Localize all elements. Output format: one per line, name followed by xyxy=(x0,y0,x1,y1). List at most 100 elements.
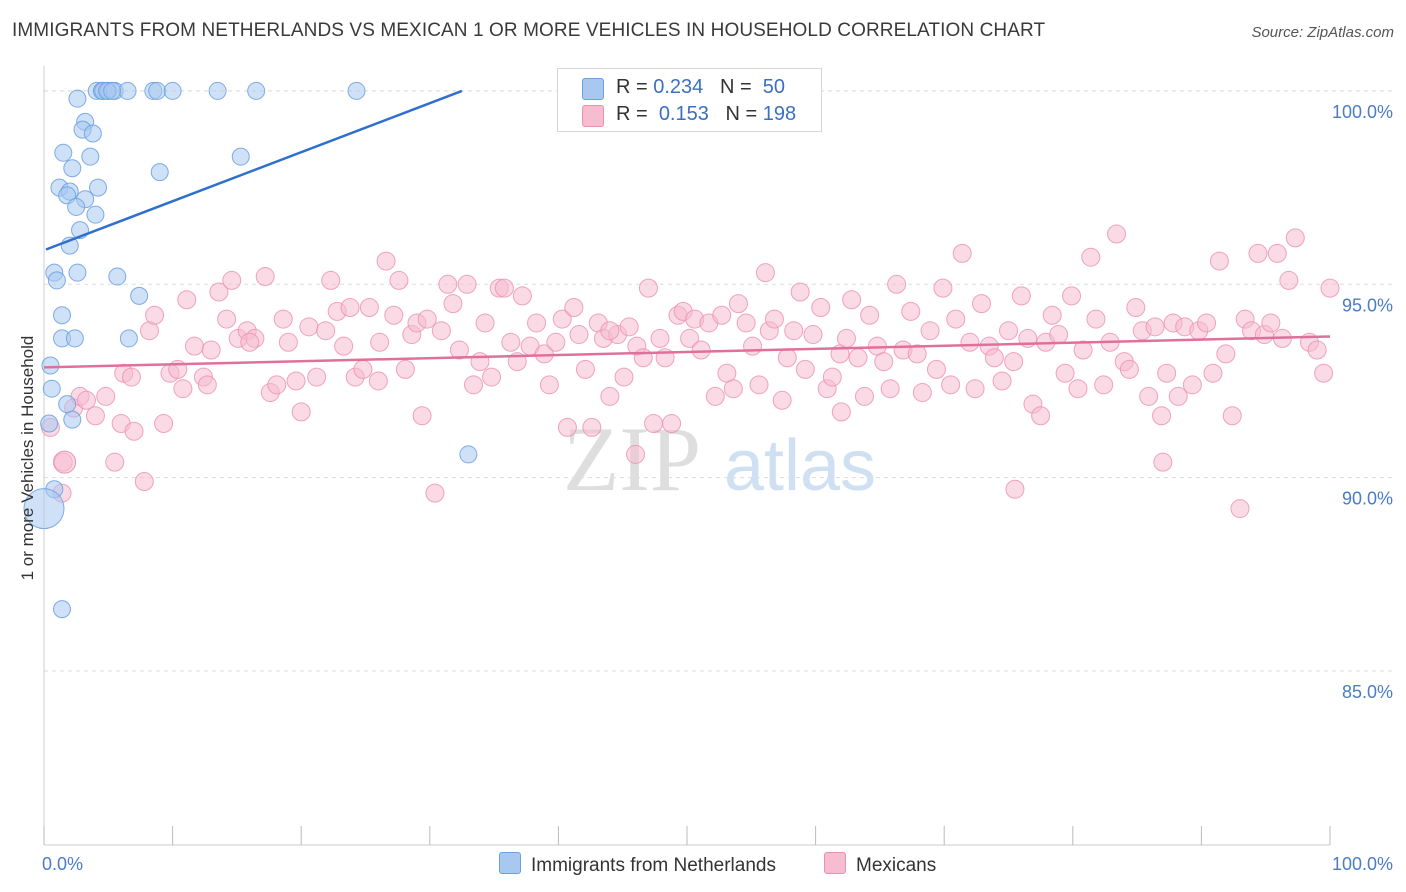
mexicans-point xyxy=(546,332,566,352)
mexicans-point xyxy=(712,305,732,325)
mexicans-point xyxy=(842,290,862,310)
mexicans-point xyxy=(600,321,620,341)
mexicans-point xyxy=(728,294,748,314)
mexicans-point xyxy=(1320,278,1340,298)
mexicans-point xyxy=(177,290,197,310)
mexicans-point xyxy=(431,321,451,341)
mexicans-point xyxy=(267,375,287,395)
mexicans-point xyxy=(691,340,711,360)
mexicans-point xyxy=(743,336,763,356)
mexicans-point xyxy=(564,297,584,317)
source-label: Source: ZipAtlas.com xyxy=(1251,24,1394,41)
mexicans-point xyxy=(772,390,792,410)
mexicans-point xyxy=(1279,270,1299,290)
mexicans-point xyxy=(291,402,311,422)
mexicans-point xyxy=(901,301,921,321)
mexicans-point xyxy=(965,379,985,399)
mexicans-point xyxy=(316,321,336,341)
netherlands-point xyxy=(459,445,478,464)
netherlands-point xyxy=(108,267,127,286)
mexicans-point xyxy=(705,386,725,406)
netherlands-point xyxy=(118,81,137,100)
bottom-legend-label: Mexicans xyxy=(856,855,937,876)
mexicans-point xyxy=(912,383,932,403)
netherlands-point xyxy=(68,263,87,282)
mexicans-point xyxy=(417,309,437,329)
trend-lines xyxy=(43,89,1331,369)
legend-r-value: 0.153 xyxy=(658,103,709,125)
legend-n-value: 50 xyxy=(762,76,786,98)
legend-n-label: N = xyxy=(719,76,752,98)
mexicans-point xyxy=(482,367,502,387)
mexicans-point xyxy=(619,317,639,337)
mexicans-point xyxy=(848,348,868,368)
netherlands-point xyxy=(103,81,122,100)
mexicans-point xyxy=(920,321,940,341)
mexicans-point xyxy=(971,294,991,314)
netherlands-point xyxy=(208,81,227,100)
mexicans-point xyxy=(1261,313,1281,333)
mexicans-point xyxy=(286,371,306,391)
netherlands-point xyxy=(119,329,138,348)
mexicans-point xyxy=(777,348,797,368)
mexicans-point xyxy=(952,243,972,263)
mexicans-point xyxy=(582,417,602,437)
mexicans-point xyxy=(1285,228,1305,248)
mexicans-point xyxy=(1230,499,1250,519)
mexicans-point xyxy=(457,274,477,294)
mexicans-point xyxy=(860,305,880,325)
mexicans-point xyxy=(614,367,634,387)
mexicans-point xyxy=(755,263,775,283)
mexicans-point xyxy=(992,371,1012,391)
netherlands-point xyxy=(54,143,73,162)
legend-n-label: N = xyxy=(725,103,758,125)
mexicans-point xyxy=(907,344,927,364)
mexicans-point xyxy=(278,332,298,352)
mexicans-point xyxy=(811,297,831,317)
mexicans-point xyxy=(273,309,293,329)
mexicans-point xyxy=(836,328,856,348)
mexicans-point xyxy=(644,413,664,433)
mexicans-point xyxy=(1203,363,1223,383)
chart-title: IMMIGRANTS FROM NETHERLANDS VS MEXICAN 1… xyxy=(12,20,1046,41)
mexicans-point xyxy=(790,282,810,302)
mexicans-point xyxy=(1152,406,1172,426)
bottom-legend-mexicans: Mexicans xyxy=(824,852,936,877)
mexicans-point xyxy=(1068,379,1088,399)
y-tick-label: 85.0% xyxy=(1342,682,1393,702)
mexicans-point xyxy=(376,251,396,271)
mexicans-point xyxy=(475,313,495,333)
watermark-atlas: atlas xyxy=(724,426,876,506)
mexicans-point xyxy=(1086,309,1106,329)
mexicans-point xyxy=(723,379,743,399)
netherlands-point xyxy=(130,286,149,305)
axes xyxy=(43,66,1331,846)
netherlands-point xyxy=(163,81,182,100)
mexicans-point xyxy=(575,359,595,379)
y-axis-label: 1 or more Vehicles in Household xyxy=(18,335,37,581)
mexicans-point xyxy=(1157,363,1177,383)
mexicans-trend-line xyxy=(43,335,1331,369)
mexicans-point xyxy=(1248,243,1268,263)
mexicans-point xyxy=(1011,286,1031,306)
mexicans-point xyxy=(1145,317,1165,337)
bottom-legend-swatch-blue xyxy=(499,852,521,874)
mexicans-point xyxy=(340,297,360,317)
netherlands-point xyxy=(63,410,82,429)
mexicans-point xyxy=(1209,251,1229,271)
mexicans-point xyxy=(217,309,237,329)
netherlands-point xyxy=(347,81,366,100)
netherlands-point xyxy=(53,600,72,619)
mexicans-point xyxy=(1139,386,1159,406)
mexicans-point xyxy=(121,367,141,387)
netherlands-point xyxy=(58,395,77,414)
mexicans-point xyxy=(512,286,532,306)
mexicans-point xyxy=(76,390,96,410)
mexicans-point xyxy=(633,348,653,368)
x-tick-label-start: 0.0% xyxy=(42,854,83,874)
netherlands-point xyxy=(86,205,105,224)
netherlands-point xyxy=(247,81,266,100)
y-tick-label: 90.0% xyxy=(1342,489,1393,509)
mexicans-point xyxy=(984,348,1004,368)
